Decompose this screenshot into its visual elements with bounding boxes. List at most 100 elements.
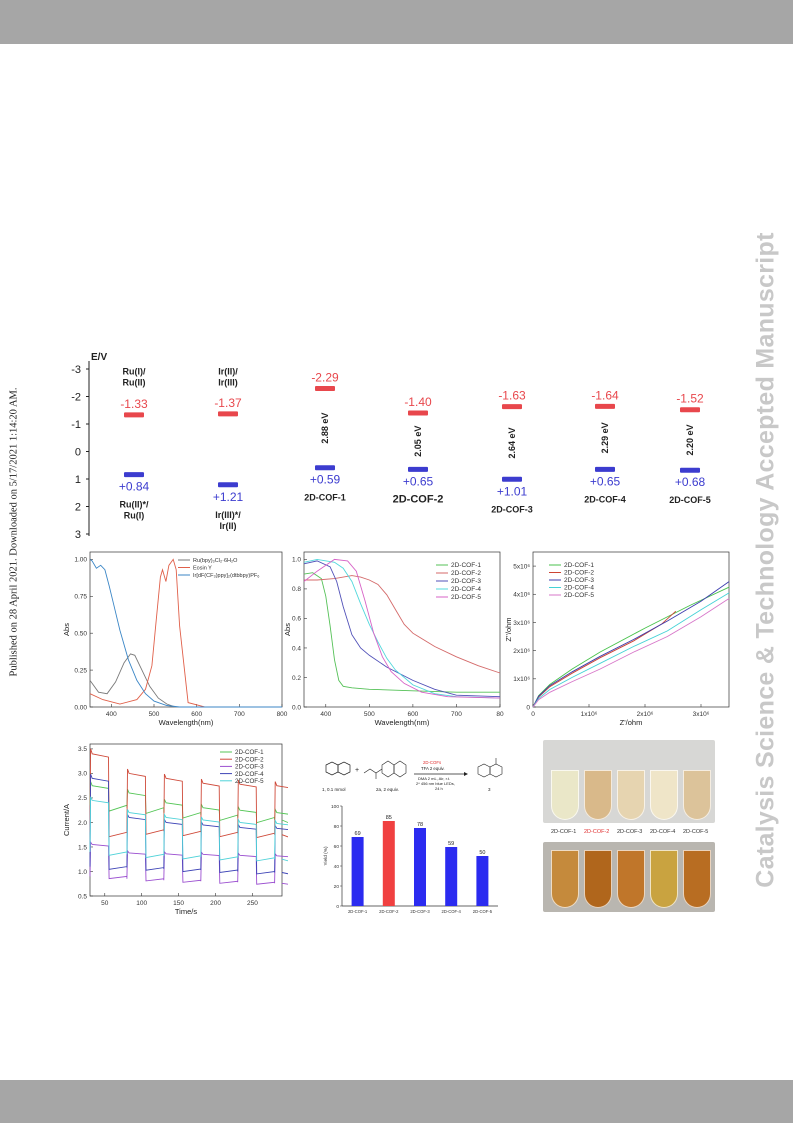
- eis-nyquist-chart: 0 1x10⁶ 2x10⁶ 3x10⁶ 0 1x10⁶ 2x10⁶ 3x10⁶ 4x10⁶ 5x1…: [504, 551, 730, 727]
- band-gap-label: 2.05 eV: [413, 426, 423, 457]
- legend-label: 2D-COF-4: [451, 586, 481, 593]
- y-tick-label: 0.75: [74, 594, 87, 601]
- column-top-label: Ir(III): [218, 378, 238, 388]
- vb-level-bar: [595, 466, 615, 472]
- series-line-2d-cof-1: [89, 781, 288, 824]
- legend-label: Ru(bpy)₃Cl₂·6H₂O: [193, 558, 238, 564]
- band-gap-label: 2.20 eV: [685, 424, 695, 455]
- energy-tick-label: -1: [71, 419, 81, 431]
- energy-tick-label: 3: [75, 529, 81, 540]
- y-tick-label: 0.00: [74, 704, 87, 711]
- x-tick-label: 800: [277, 711, 288, 718]
- column-bottom-label: Ir(III)*/: [215, 510, 241, 520]
- vb-level-label: +0.68: [675, 475, 706, 489]
- header-band: [0, 0, 793, 44]
- legend-label: 2D-COF-5: [564, 592, 594, 599]
- y-tick-label: 0.8: [292, 586, 301, 593]
- energy-tick-label: -3: [71, 364, 81, 376]
- arrow-above-1: 2D-COFs: [423, 760, 441, 765]
- series-line-2d-cof-3: [303, 560, 501, 698]
- vb-level-label: +0.65: [590, 474, 621, 488]
- column-bottom-label: 2D-COF-1: [304, 493, 346, 503]
- series-line-eosin-y: [89, 558, 282, 708]
- column-top-label: Ru(I)/: [123, 367, 146, 377]
- photo-label: 2D-COF-5: [683, 829, 709, 835]
- cb-level-label: -1.40: [404, 395, 432, 409]
- y-tick-label: 3x10⁶: [513, 620, 530, 627]
- photo-label: 2D-COF-4: [650, 829, 676, 835]
- series-line-2d-cof-1: [532, 586, 730, 708]
- y-tick-label: 2x10⁶: [513, 648, 530, 655]
- product-structure: [477, 758, 503, 778]
- energy-tick-label: -2: [71, 392, 81, 404]
- top-tube: [650, 770, 678, 820]
- series-line-2d-cof-3: [532, 581, 730, 708]
- arrow-above-2: TFA 2 equiv.: [421, 766, 445, 771]
- y-tick-label: 0.25: [74, 667, 87, 674]
- y-tick-label: 60: [334, 844, 340, 850]
- series-line-2d-cof-3: [89, 840, 288, 885]
- x-tick-label: 250: [247, 900, 258, 907]
- scheme-plus: +: [355, 767, 359, 774]
- y-tick-label: 100: [331, 804, 339, 810]
- yield-bar: [445, 847, 458, 906]
- y-tick-label: 0.6: [292, 616, 301, 623]
- cb-level-bar: [124, 412, 144, 418]
- y-tick-label: 1.5: [78, 844, 87, 851]
- column-top-label: Ru(II): [123, 378, 146, 388]
- x-axis-title: Time/s: [175, 907, 197, 916]
- column-bottom-label: Ru(I): [124, 511, 145, 521]
- cb-level-label: -1.37: [214, 396, 242, 410]
- legend-label: 2D-COF-2: [564, 570, 594, 577]
- column-bottom-label: 2D-COF-3: [491, 504, 533, 514]
- series-line-2d-cof-5: [532, 598, 730, 708]
- footer-band: [0, 1080, 793, 1123]
- plot-frame: [303, 551, 501, 708]
- x-tick-label: 2D-COF-4: [442, 909, 462, 914]
- x-axis-title: Z'/ohm: [620, 718, 643, 727]
- x-tick-label: 400: [106, 711, 117, 718]
- column-bottom-label: Ir(II): [220, 521, 237, 531]
- top-tube: [551, 770, 579, 820]
- cb-level-bar: [502, 404, 522, 410]
- photo-bottom: [543, 842, 715, 912]
- bottom-tube: [650, 850, 678, 908]
- top-tube: [683, 770, 711, 820]
- y-tick-label: 5x10⁶: [513, 563, 530, 570]
- vb-level-bar: [218, 482, 238, 488]
- series-line-2d-cof-4: [89, 773, 288, 875]
- yield-value-label: 78: [417, 822, 423, 828]
- bottom-tube: [683, 850, 711, 908]
- x-tick-label: 1x10⁶: [581, 711, 598, 718]
- yield-value-label: 59: [448, 841, 454, 847]
- legend-label: 2D-COF-4: [564, 585, 594, 592]
- vb-level-bar: [680, 467, 700, 473]
- cb-level-bar: [680, 407, 700, 413]
- energy-tick-label: 2: [75, 502, 81, 514]
- x-tick-label: 2D-COF-5: [473, 909, 493, 914]
- legend-label: 2D-COF-3: [235, 764, 264, 771]
- y-tick-label: 3.5: [78, 746, 87, 753]
- legend-label: 2D-COF-5: [451, 594, 481, 601]
- vb-level-label: +0.59: [310, 473, 341, 487]
- photocurrent-chart: 50 100 150 200 250 0.5 1.0 1.5 2.0 2.5 3.0 3.5 Time/…: [62, 743, 288, 916]
- x-tick-label: 600: [191, 711, 202, 718]
- y-axis-title: Current/A: [62, 804, 71, 836]
- energy-tick-label: 1: [75, 474, 81, 486]
- band-gap-label: 2.29 eV: [600, 422, 610, 453]
- cb-level-bar: [595, 403, 615, 409]
- series-line-2d-cof-2: [532, 610, 677, 708]
- x-tick-label: 100: [136, 900, 147, 907]
- column-top-label: Ir(II)/: [218, 367, 238, 377]
- vb-level-label: +1.21: [213, 490, 244, 504]
- y-tick-label: 1.0: [78, 869, 87, 876]
- journal-watermark: Catalysis Science & Technology Accepted …: [751, 232, 780, 888]
- y-axis-title: Abs: [62, 623, 71, 636]
- x-tick-label: 200: [210, 900, 221, 907]
- x-tick-label: 3x10⁶: [693, 711, 710, 718]
- legend-label: 2D-COF-1: [235, 749, 264, 756]
- legend-label: 2D-COF-2: [451, 570, 481, 577]
- energy-axis-label: E/V: [91, 352, 107, 363]
- yield-bar: [382, 821, 395, 906]
- x-tick-label: 2D-COF-3: [410, 909, 430, 914]
